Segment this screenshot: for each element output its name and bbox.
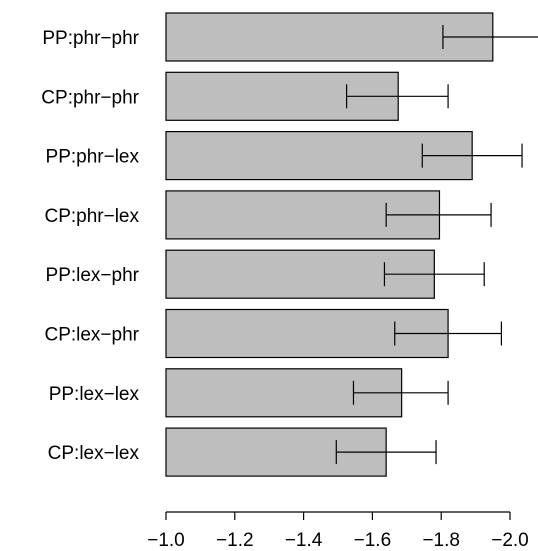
category-label: PP:lex−lex (49, 384, 140, 405)
error-bar (421, 143, 523, 168)
error-bar (385, 202, 492, 227)
bar (165, 131, 473, 181)
category-label: CP:phr−lex (44, 206, 139, 227)
category-label: CP:lex−phr (44, 325, 139, 346)
error-bars-layer (335, 25, 538, 465)
error-bar (394, 321, 502, 346)
bars-layer (165, 12, 494, 477)
error-bar (352, 380, 449, 405)
error-bar (442, 25, 538, 49)
category-label: CP:phr−phr (41, 87, 139, 108)
x-tick-label: −1.8 (422, 530, 460, 551)
x-axis: −1.0 −1.2 −1.4 −1.6 −1.8 −2.0 (147, 511, 529, 551)
category-label: PP:lex−phr (46, 265, 140, 286)
category-label: PP:phr−lex (46, 147, 140, 168)
error-bar (346, 84, 449, 109)
error-bar (335, 440, 437, 465)
x-tick-label: −1.6 (354, 530, 392, 551)
category-label: PP:phr−phr (42, 28, 139, 49)
category-labels-layer: PP:phr−phr CP:phr−phr PP:phr−lex CP:phr−lex… (41, 28, 139, 464)
x-tick-label: −1.2 (216, 530, 254, 551)
x-tick-label: −2.0 (491, 530, 529, 551)
x-tick-label: −1.4 (285, 530, 323, 551)
category-label: CP:lex−lex (48, 443, 140, 464)
x-tick-label: −1.0 (147, 530, 185, 551)
error-bar (383, 262, 485, 287)
bar (165, 12, 494, 62)
